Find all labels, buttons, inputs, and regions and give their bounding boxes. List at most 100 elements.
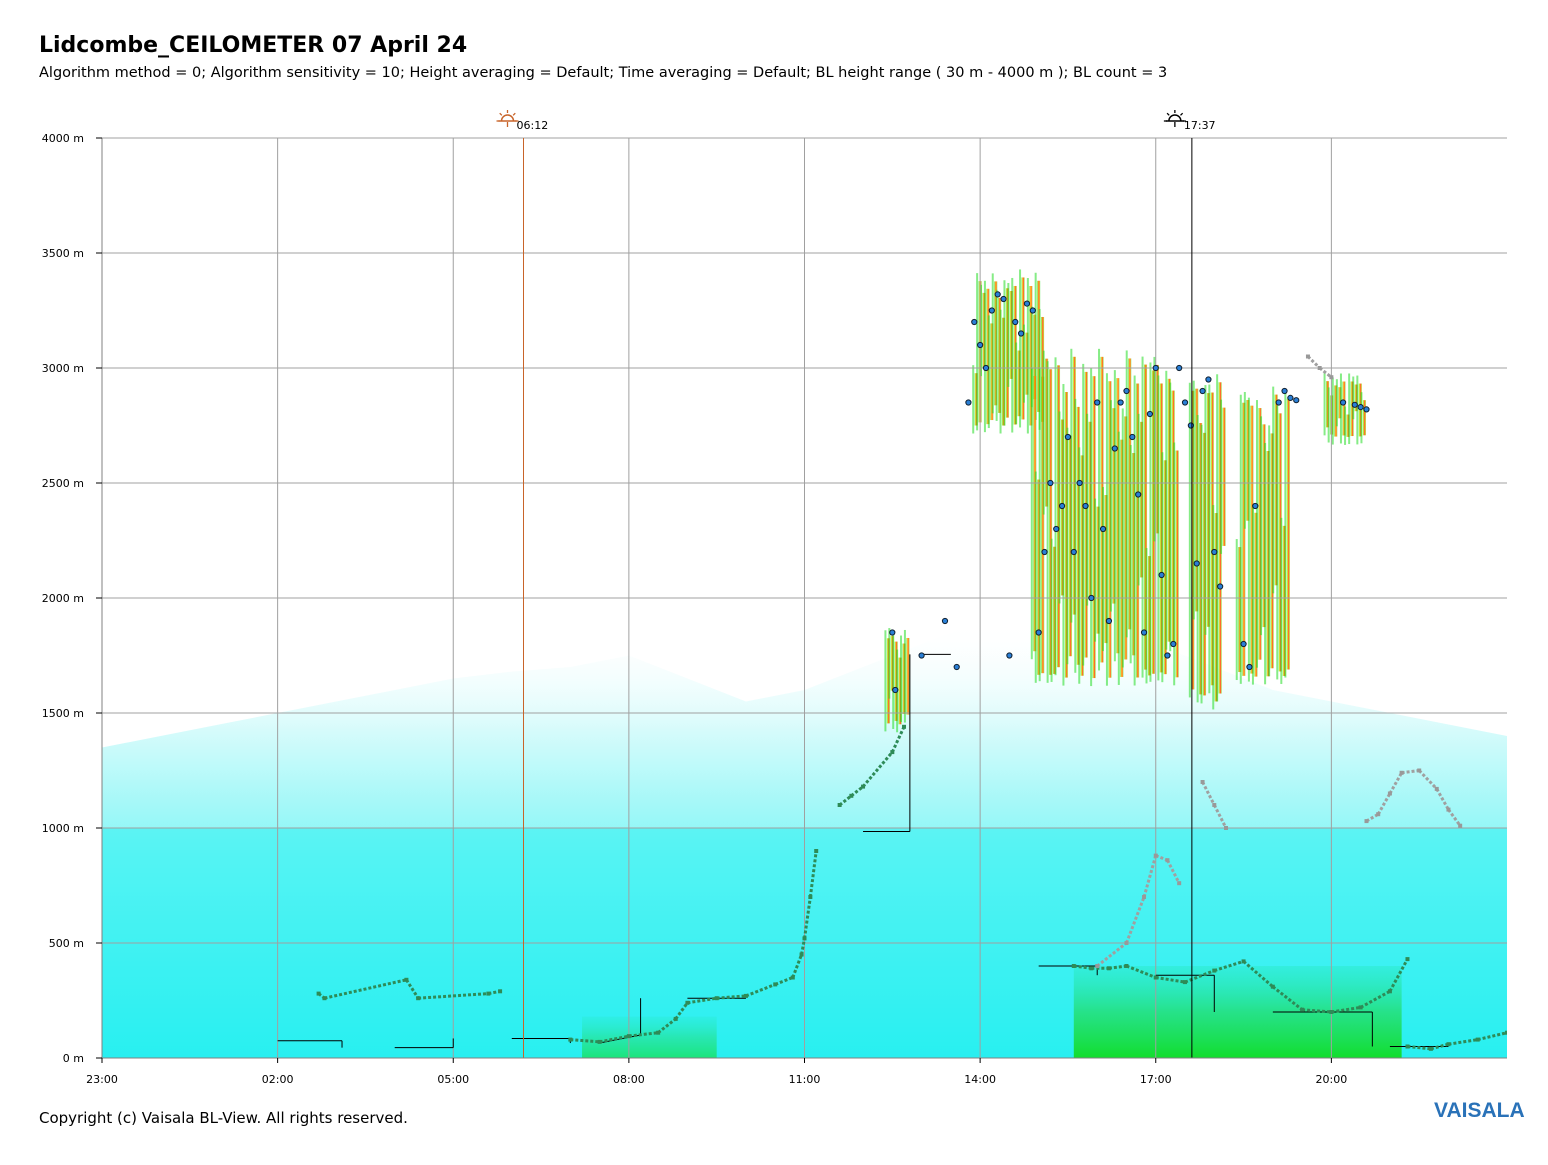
- cloud-streak: [1082, 363, 1085, 666]
- cloud-streak: [1094, 498, 1097, 642]
- cloud-streak: [1046, 361, 1049, 683]
- x-tick-label: 17:00: [1140, 1073, 1172, 1086]
- cloud-streak: [972, 365, 975, 434]
- y-tick-label: 0 m: [63, 1052, 84, 1065]
- cloud-streak: [1074, 398, 1077, 673]
- cloud-streak: [884, 630, 887, 732]
- cloud-streak: [1101, 487, 1104, 652]
- cloud-streak: [1200, 424, 1203, 704]
- cloud-streak: [1338, 387, 1342, 419]
- cloud-streak: [999, 309, 1002, 434]
- cloud-base-point: [1146, 410, 1153, 418]
- residual-layer-marker: [1329, 375, 1334, 380]
- cloud-streak: [995, 289, 998, 421]
- sunset-icon: [1163, 110, 1186, 127]
- cloud-streak: [1153, 356, 1156, 542]
- cloud-streak: [1129, 445, 1132, 664]
- cloud-streak: [1251, 504, 1254, 685]
- cloud-streak: [1109, 400, 1112, 612]
- bl-marker-trace: [1184, 969, 1215, 984]
- cloud-streak: [980, 284, 983, 377]
- cloud-streak: [1243, 391, 1246, 529]
- cloud-streak: [1034, 471, 1037, 683]
- cloud-streak: [1038, 368, 1041, 682]
- cloud-streak: [1235, 539, 1238, 681]
- residual-layer-trace: [1376, 792, 1392, 815]
- cloud-base-point: [1152, 364, 1159, 372]
- cloud-streak: [1286, 398, 1290, 670]
- cloud-streak: [1117, 431, 1120, 685]
- cloud-base-point: [1176, 364, 1183, 372]
- cloud-streak: [1266, 450, 1270, 677]
- cloud-streak: [1086, 413, 1089, 606]
- cloud-streak: [1066, 427, 1069, 665]
- cloud-base-point: [977, 341, 984, 349]
- cloud-base-point: [1082, 502, 1089, 510]
- cloud-streak: [1098, 348, 1101, 671]
- cloud-streak: [1274, 394, 1278, 586]
- bl-marker-trace: [1359, 989, 1391, 1009]
- bl-marker-trace: [800, 938, 806, 955]
- x-tick-label: 14:00: [964, 1073, 996, 1086]
- bl-marker-trace: [488, 989, 501, 996]
- cloud-base-point: [1058, 502, 1066, 510]
- cloud-streak: [1350, 381, 1354, 437]
- cloud-streak: [1026, 277, 1029, 434]
- sunset-label: 17:37: [1184, 119, 1216, 132]
- cloud-base-point: [1094, 399, 1101, 406]
- residual-layer-marker: [1212, 803, 1217, 807]
- cloud-streak: [1125, 350, 1128, 638]
- sunrise-icon: [496, 110, 519, 127]
- y-tick-label: 4000 m: [42, 132, 84, 145]
- cloud-streak: [1022, 324, 1025, 403]
- cloud-streak: [1352, 376, 1355, 420]
- residual-layer-marker: [1399, 770, 1404, 775]
- cloud-streak: [1268, 425, 1271, 677]
- cloud-streak: [1133, 375, 1136, 686]
- cloud-base-point: [1111, 445, 1118, 452]
- y-tick-label: 3500 m: [42, 247, 84, 260]
- cloud-base-point: [1351, 401, 1358, 408]
- cloud-streak: [1346, 414, 1350, 437]
- bl-marker-trace: [1430, 1042, 1449, 1051]
- cloud-base-point: [1099, 525, 1107, 533]
- residual-layer-marker: [1142, 895, 1147, 899]
- axes: 06:12 17:37 0 m 500 m 1000 m 1500 m 2000 m 2500…: [42, 110, 1507, 1086]
- cloud-base-point: [1006, 652, 1013, 659]
- cloud-base-point: [1047, 479, 1054, 487]
- cloud-streak: [1188, 382, 1191, 698]
- cloud-streak: [1331, 377, 1334, 445]
- bl-marker-trace: [674, 1001, 689, 1020]
- residual-layer-marker: [1458, 823, 1463, 828]
- bl-marker-trace: [774, 976, 794, 986]
- x-tick-label: 08:00: [613, 1073, 645, 1086]
- cloud-streak: [1007, 282, 1010, 387]
- bl-marker-trace: [418, 992, 489, 1000]
- cloud-base-point: [1041, 548, 1048, 556]
- copyright-text: Copyright (c) Vaisala BL-View. All right…: [39, 1109, 408, 1127]
- cloud-streak: [987, 315, 990, 429]
- cloud-streak: [1149, 362, 1152, 682]
- cloud-streak: [1042, 350, 1045, 515]
- cloud-base-point: [941, 617, 949, 625]
- cloud-streak: [1356, 375, 1359, 445]
- cloud-base-point: [1023, 300, 1031, 307]
- residual-layer-marker: [1387, 791, 1392, 796]
- cloud-streak: [1264, 442, 1267, 685]
- cloud-base-point: [1135, 491, 1142, 498]
- cloud-base-point: [1170, 640, 1177, 648]
- cloud-base-point: [982, 364, 990, 372]
- bl-marker-trace: [405, 978, 420, 1000]
- residual-layer-marker: [1446, 807, 1451, 812]
- cloud-streak: [1260, 416, 1263, 636]
- cloud-streak: [1222, 407, 1226, 546]
- cloud-streak: [1165, 370, 1168, 650]
- cloud-base-point: [1252, 502, 1259, 510]
- residual-layer-trace: [1447, 808, 1462, 827]
- cloud-streak: [1262, 424, 1266, 628]
- cloud-base-point: [1070, 548, 1077, 556]
- residual-layer-trace: [1435, 788, 1450, 811]
- cloud-streak: [1204, 385, 1207, 635]
- cloud-streak: [1041, 316, 1045, 422]
- residual-layer-marker: [1434, 786, 1439, 791]
